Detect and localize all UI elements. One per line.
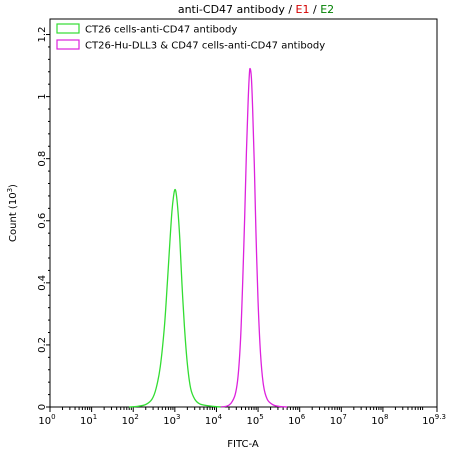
x-tick-exp: 4 (218, 413, 223, 421)
legend: CT26 cells-anti-CD47 antibody CT26-Hu-DLL… (56, 23, 325, 52)
legend-swatch-2 (56, 39, 80, 50)
y-tick-label: 1.2 (37, 27, 48, 43)
y-axis-unit-base: (10 (8, 192, 19, 209)
y-tick-label: 0.8 (37, 151, 48, 167)
x-tick-label: 104 (205, 413, 223, 427)
x-tick-base: 10 (288, 416, 301, 427)
title-separator: / (309, 3, 320, 16)
x-tick-label: 107 (330, 413, 347, 427)
x-tick-label: 102 (122, 413, 139, 427)
x-tick-label: 103 (163, 413, 180, 427)
series-2-curve (220, 67, 288, 408)
x-tick-base: 10 (246, 416, 259, 427)
x-tick-exp: 1 (93, 413, 97, 421)
y-tick-label: 0.6 (37, 213, 48, 229)
x-tick-base: 10 (371, 416, 384, 427)
x-tick-label: 105 (246, 413, 263, 427)
x-tick-exp: 2 (134, 413, 138, 421)
chart-title: anti-CD47 antibody / E1 / E2 (178, 3, 334, 16)
series-group (129, 67, 288, 408)
x-tick-exp: 9.3 (435, 413, 446, 421)
plot-frame (49, 18, 438, 408)
x-tick-exp: 7 (342, 413, 346, 421)
x-tick-exp: 5 (259, 413, 263, 421)
x-tick-exp: 6 (301, 413, 306, 421)
x-tick-base: 10 (205, 416, 218, 427)
title-prefix: anti-CD47 antibody / (178, 3, 296, 16)
x-tick-label: 108 (371, 413, 388, 427)
x-tick-label: 101 (80, 413, 97, 427)
y-tick-label: 0.4 (37, 275, 48, 291)
x-tick-base: 10 (330, 416, 343, 427)
legend-label-1: CT26 cells-anti-CD47 antibody (85, 25, 237, 36)
y-axis-unit-exp: 3 (6, 188, 14, 192)
x-tick-exp: 0 (51, 413, 55, 421)
x-tick-base: 10 (163, 416, 176, 427)
x-tick-base: 10 (422, 416, 435, 427)
x-tick-label: 109.3 (422, 413, 446, 427)
x-tick-label: 106 (288, 413, 306, 427)
y-axis: 0 0.2 0.4 0.6 0.8 1 1.2 (37, 27, 50, 410)
series-1-curve (129, 188, 225, 408)
title-e1: E1 (296, 3, 310, 16)
x-tick-base: 10 (122, 416, 135, 427)
y-tick-label: 0 (37, 404, 48, 410)
y-axis-unit-close: ) (8, 184, 19, 188)
x-tick-base: 10 (38, 416, 51, 427)
y-tick-label: 0.2 (37, 337, 48, 353)
x-tick-base: 10 (80, 416, 93, 427)
x-tick-exp: 3 (176, 413, 180, 421)
title-e2: E2 (320, 3, 334, 16)
legend-swatch-1 (56, 23, 80, 34)
y-axis-label: Count (103) (6, 184, 19, 242)
legend-label-2: CT26-Hu-DLL3 & CD47 cells-anti-CD47 anti… (85, 41, 325, 52)
y-tick-label: 1 (37, 93, 48, 99)
x-tick-label: 100 (38, 413, 55, 427)
y-axis-label-text: Count (8, 212, 19, 242)
x-axis: 100 101 102 103 104 105 106 107 108 109.3 (38, 407, 446, 427)
x-axis-label: FITC-A (227, 439, 259, 450)
x-tick-exp: 8 (384, 413, 388, 421)
